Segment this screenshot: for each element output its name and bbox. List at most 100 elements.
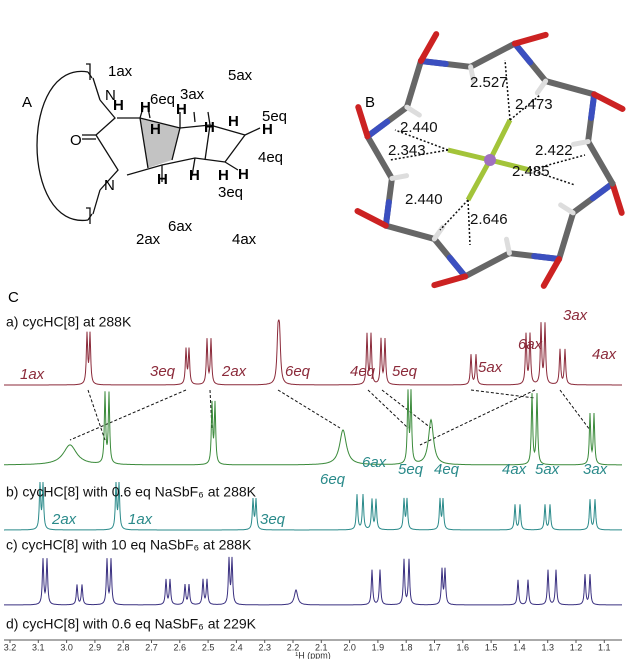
peak-label: 6eq [320,471,346,488]
x-tick-label: 2.8 [117,642,130,652]
ring-bond [556,180,616,262]
hydrogen-label: H [140,99,151,116]
ring-bond-n [511,40,534,66]
shift-arrow [470,389,536,399]
hbond [439,199,469,231]
proton-label: 3eq [218,184,243,201]
ch-bond [389,173,410,181]
hydrogen-label: H [176,101,187,118]
peak-label: 2ax [51,511,77,528]
spectrum-c [4,481,622,531]
carbonyl [591,91,626,112]
distance-label: 2.527 [470,74,508,91]
atom-label: N [104,177,115,194]
spectrum-b [4,389,622,466]
x-tick-label: 1.8 [400,642,413,652]
ring-bond [382,222,469,280]
hydrogen-label: H [189,167,200,184]
ch-bond [534,78,549,96]
x-tick-label: 1.2 [570,642,583,652]
spectrum-d [4,556,622,606]
sb-f [447,147,491,163]
x-tick-label: 3.2 [4,642,17,652]
structure-a [36,63,261,224]
sb-f [487,118,513,162]
spectrum-a [4,319,622,386]
x-tick-label: 2.4 [230,642,243,652]
x-axis-label: ¹H (ppm) [295,650,331,659]
hydrogen-label: H [218,167,229,184]
atom-label: O [70,132,82,149]
hbond [394,129,449,151]
distance-label: 2.646 [470,211,508,228]
proton-label: 1ax [108,63,133,80]
shift-arrows [69,389,591,446]
peak-label: 6ax [362,454,387,471]
shift-arrow [367,389,409,429]
x-tick-label: 3.0 [60,642,73,652]
ring-bond-n [589,180,616,202]
shift-arrow [209,389,213,431]
atom-label: N [105,87,116,104]
ring-bond [511,40,598,98]
ch-bond [431,224,446,242]
proton-label: 6eq [150,91,175,108]
panel-label: A [22,94,32,111]
sb-f [465,158,493,202]
distance-label: 2.422 [535,142,573,159]
proton-label: 4ax [232,231,257,248]
spectrum-label: b) cycHC[8] with 0.6 eq NaSbF₆ at 288K [6,484,257,500]
x-tick-label: 2.9 [89,642,102,652]
peak-label: 1ax [128,511,153,528]
x-tick-label: 1.9 [372,642,385,652]
ring-bond-n [417,58,449,67]
peak-label: 3ax [563,307,588,324]
peak-label: 5ax [535,461,560,478]
shift-arrow [381,389,432,429]
spectrum-label: a) cycHC[8] at 288K [6,314,132,330]
carbonyl [431,273,469,289]
ring-bond-n [588,91,598,121]
carbonyl [609,180,625,216]
ch-bond [570,139,591,147]
x-tick-label: 1.5 [485,642,498,652]
shift-arrow [419,389,536,446]
peak-label: 4eq [350,363,376,380]
panel-label: B [365,94,375,111]
ring-bond-n [364,118,391,140]
x-tick-label: 2.2 [287,642,300,652]
ch-bond [558,202,576,216]
panel-label: C [8,289,19,306]
peak-label: 3eq [150,363,176,380]
carbonyl [417,31,440,65]
x-tick-label: 2.5 [202,642,215,652]
proton-label: 5ax [228,67,253,84]
sb-atom [484,154,496,166]
hydrogen-label: H [204,119,215,136]
peak-label: 2ax [221,363,247,380]
ring-bond-n [446,254,469,280]
hydrogen-label: H [238,166,249,183]
peak-label: 4ax [502,461,527,478]
x-tick-label: 3.1 [32,642,45,652]
x-tick-label: 2.1 [315,642,328,652]
peak-label: 5eq [398,461,424,478]
x-tick-label: 1.1 [598,642,611,652]
ring-bond-n [531,253,563,262]
distance-label: 2.440 [400,119,438,136]
distance-label: 2.440 [405,191,443,208]
proton-label: 6ax [168,218,193,235]
peak-label: 4ax [592,346,617,363]
distance-label: 2.473 [515,96,553,113]
peak-label: 5eq [392,363,418,380]
x-tick-label: 2.6 [174,642,187,652]
ch-bond [404,104,422,118]
peak-label: 6ax [518,336,543,353]
hydrogen-label: H [262,121,273,138]
hbond [529,154,586,171]
distance-label: 2.485 [512,163,550,180]
hydrogen-label: H [228,113,239,130]
distance-label: 2.343 [388,142,426,159]
carbonyl [355,104,371,140]
